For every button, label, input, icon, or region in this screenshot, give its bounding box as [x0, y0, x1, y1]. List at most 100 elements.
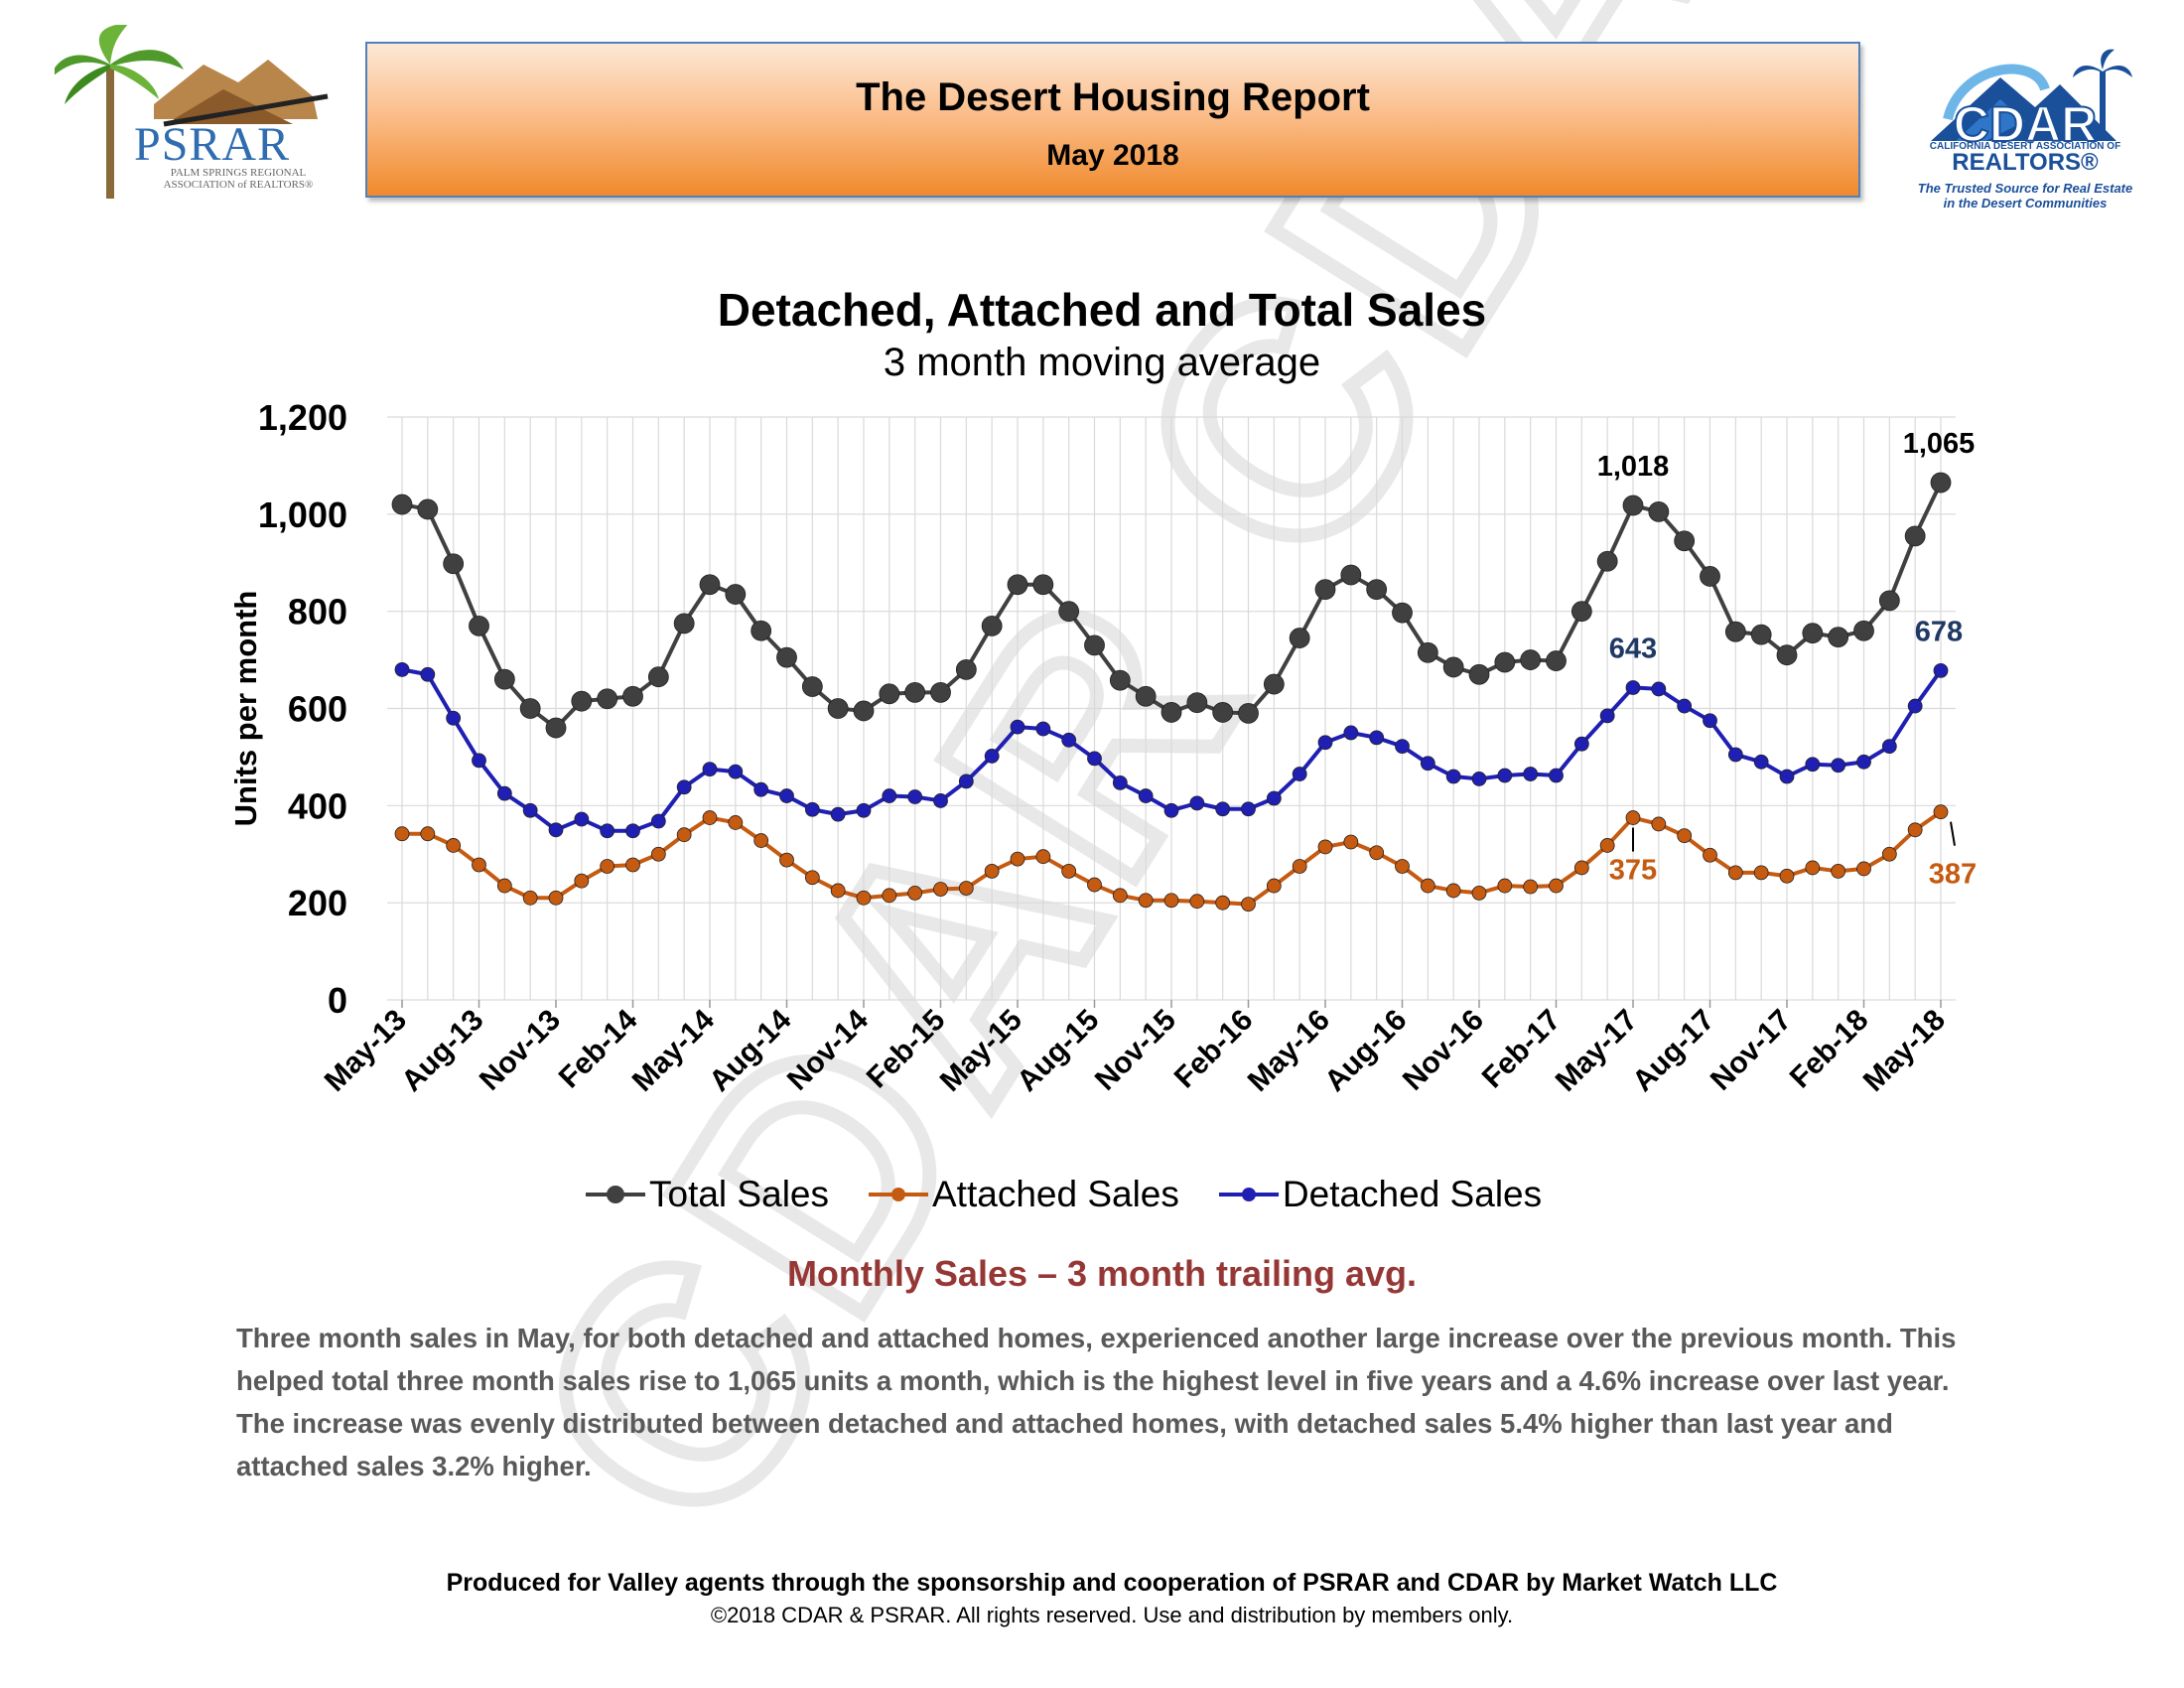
- total-sales-point: [853, 700, 875, 722]
- x-tick-label: Aug-16: [1318, 1004, 1413, 1098]
- total-sales-point: [1135, 685, 1157, 707]
- total-sales-point: [597, 688, 618, 710]
- total-sales-point: [1776, 644, 1798, 666]
- y-tick-label: 0: [328, 980, 347, 1021]
- detached-sales-point: [1651, 681, 1667, 697]
- attached-sales-point: [1497, 878, 1513, 894]
- attached-sales-point: [1343, 834, 1359, 850]
- attached-sales-point: [1703, 847, 1717, 863]
- x-tick-label: Nov-13: [474, 1004, 567, 1097]
- detached-sales-point: [1831, 758, 1846, 774]
- x-tick-label: Nov-15: [1089, 1004, 1182, 1097]
- detached-sales-point: [1856, 754, 1871, 770]
- detached-sales-point: [1599, 708, 1615, 724]
- attached-sales-point: [702, 810, 718, 825]
- attached-sales-point: [856, 890, 872, 906]
- detached-sales-point: [753, 781, 769, 797]
- total-sales-point: [1340, 564, 1362, 586]
- detached-sales-point: [496, 785, 512, 801]
- detached-sales-point: [1677, 698, 1693, 714]
- detached-sales-point: [1625, 680, 1641, 695]
- x-tick-label: Feb-16: [1168, 1004, 1260, 1095]
- detached-sales-point: [1163, 802, 1179, 818]
- attached-sales-point: [1317, 839, 1333, 855]
- total-sales-point: [571, 690, 593, 712]
- x-tick-label: May-16: [1242, 1004, 1336, 1098]
- attached-sales-point: [1727, 865, 1743, 881]
- cdar-association-text: CALIFORNIA DESERT ASSOCIATION OF: [1929, 141, 2121, 152]
- attached-sales-point: [958, 881, 974, 896]
- y-tick-label: 600: [288, 689, 347, 730]
- detached-sales-point: [1369, 730, 1385, 746]
- total-sales-point: [1468, 663, 1490, 685]
- y-axis-title: Units per month: [228, 591, 263, 827]
- x-tick-label: Feb-18: [1784, 1004, 1875, 1095]
- detached-sales-point: [1805, 757, 1821, 773]
- attached-sales-point: [1010, 851, 1025, 867]
- detached-sales-point: [1703, 713, 1717, 729]
- attached-sales-point: [1805, 860, 1821, 876]
- total-sales-point: [776, 646, 797, 668]
- legend-marker-total: [586, 1186, 645, 1203]
- total-sales-point: [1700, 566, 1720, 587]
- detached-sales-point: [1087, 751, 1102, 767]
- total-sales-point: [1442, 656, 1464, 678]
- attached-sales-point: [1573, 860, 1589, 876]
- detached-sales-point: [779, 788, 794, 803]
- total-sales-point: [1160, 702, 1182, 723]
- total-sales-point: [1263, 673, 1285, 695]
- cdar-logo: CDAR: [1931, 49, 2132, 153]
- total-sales-point: [545, 717, 567, 739]
- legend-label-detached: Detached Sales: [1282, 1174, 1543, 1214]
- attached-sales-point: [676, 827, 692, 843]
- total-sales-point: [519, 698, 541, 719]
- total-sales-point: [1084, 634, 1105, 656]
- detached-sales-point: [1445, 769, 1461, 784]
- attached-sales-point: [984, 863, 1000, 879]
- total-sales-point: [1289, 628, 1310, 648]
- total-sales-point: [699, 574, 721, 596]
- legend-marker-detached: [1218, 1188, 1279, 1201]
- detached-sales-point: [804, 801, 820, 817]
- x-tick-label: May-17: [1550, 1004, 1644, 1098]
- total-sales-point: [1853, 620, 1874, 641]
- attached-sales-point: [1677, 828, 1693, 844]
- data-label: 1,065: [1903, 428, 1976, 460]
- footer-copyright: ©2018 CDAR & PSRAR. All rights reserved.…: [710, 1603, 1514, 1627]
- detached-sales-point: [1573, 736, 1589, 752]
- commentary-paragraph: Three month sales in May, for both detac…: [236, 1323, 1957, 1481]
- attached-sales-point: [1549, 878, 1564, 894]
- total-sales-point: [469, 615, 489, 636]
- x-tick-label: Aug-15: [1011, 1004, 1105, 1098]
- attached-sales-point: [1035, 849, 1051, 865]
- detached-sales-point: [1035, 721, 1051, 737]
- detached-sales-point: [1215, 801, 1231, 817]
- total-sales-point: [1674, 530, 1696, 552]
- total-sales-point: [725, 584, 747, 605]
- detached-sales-point: [1112, 774, 1128, 790]
- annotation-leader-line: [1950, 821, 1956, 846]
- total-sales-point: [1366, 579, 1388, 601]
- report-date: May 2018: [1046, 139, 1179, 172]
- attached-sales-point: [1087, 877, 1102, 893]
- report-title: The Desert Housing Report: [856, 75, 1370, 119]
- attached-sales-point: [1831, 863, 1846, 879]
- detached-sales-point: [1317, 735, 1333, 751]
- detached-sales-point: [1881, 739, 1897, 755]
- chart-title: Detached, Attached and Total Sales: [717, 284, 1487, 336]
- attached-sales-point: [650, 846, 666, 862]
- total-sales-point: [930, 681, 951, 703]
- detached-sales-point: [856, 802, 872, 818]
- detached-sales-point: [1471, 772, 1487, 786]
- x-tick-label: Feb-17: [1476, 1004, 1568, 1095]
- x-tick-label: May-14: [626, 1003, 721, 1097]
- data-label: 375: [1609, 855, 1657, 887]
- total-sales-point: [1109, 669, 1131, 691]
- detached-sales-point: [1266, 790, 1282, 806]
- detached-sales-point: [446, 710, 462, 726]
- attached-sales-point: [625, 857, 640, 873]
- detached-sales-point: [984, 749, 1000, 764]
- attached-sales-point: [420, 826, 436, 842]
- total-sales-point: [1904, 525, 1926, 547]
- attached-sales-point: [1881, 846, 1897, 862]
